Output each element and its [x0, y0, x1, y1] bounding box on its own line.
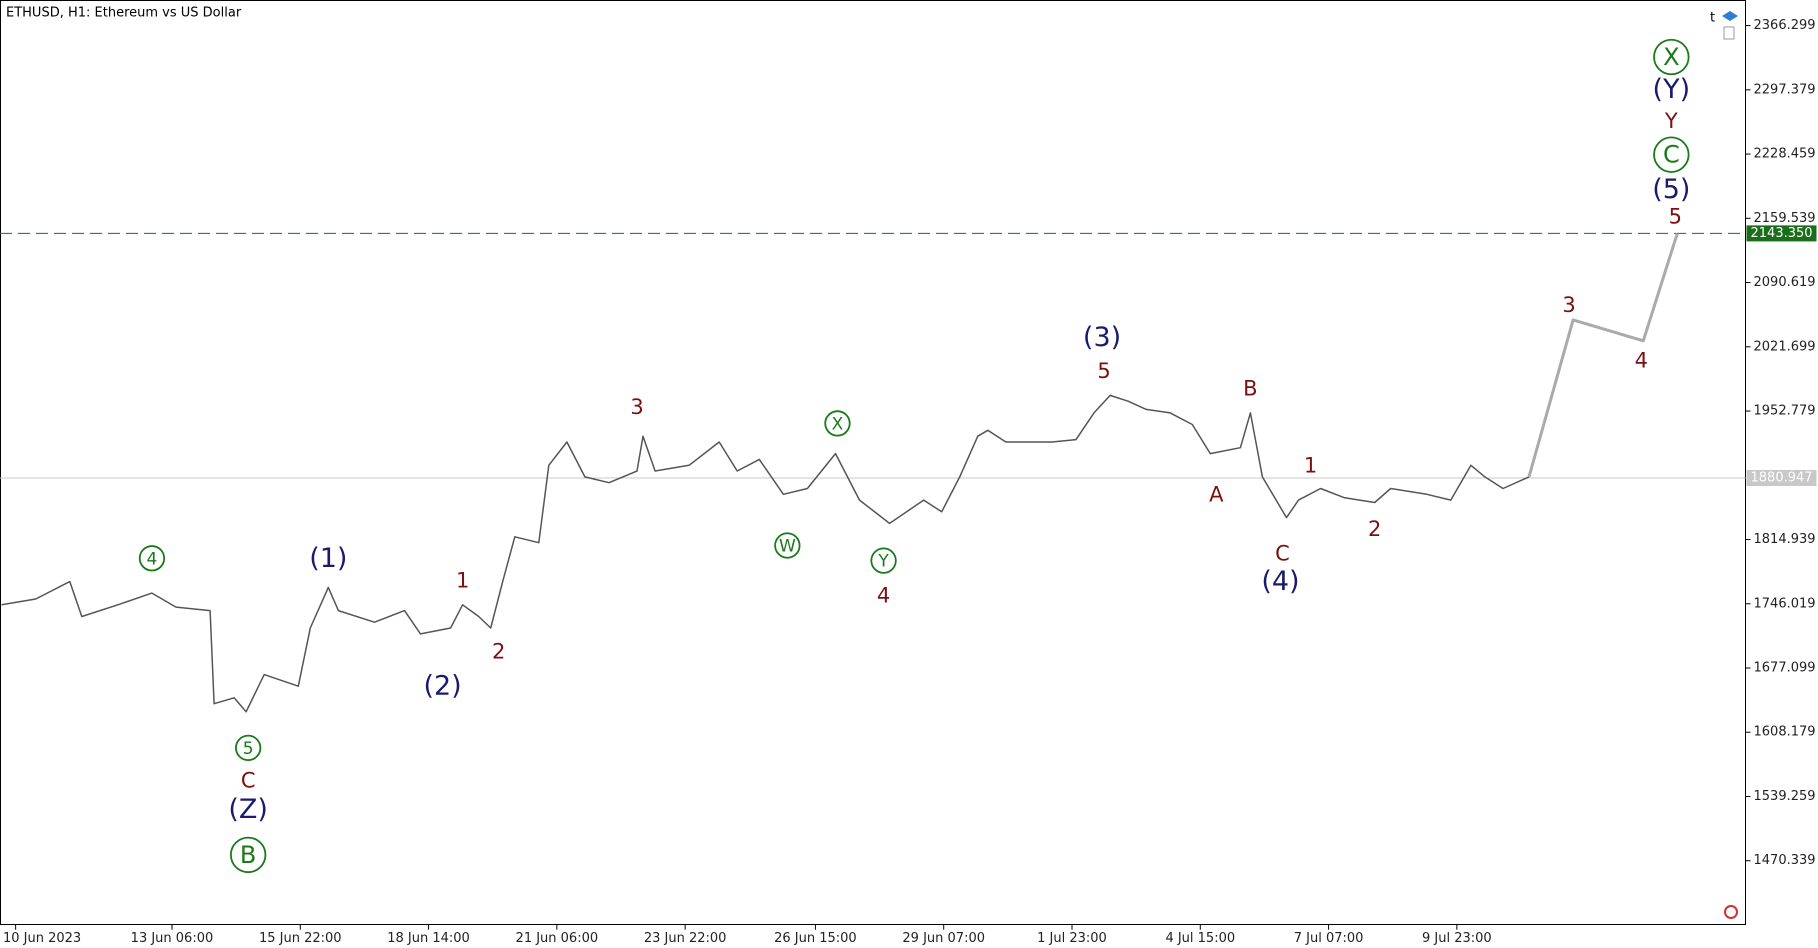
wave-circle — [229, 836, 267, 874]
wave-label: 1 — [1304, 453, 1317, 477]
x-tick-label: 18 Jun 14:00 — [387, 931, 470, 946]
wave-label: W — [779, 537, 796, 557]
y-tick-label: 2021.699 — [1754, 339, 1816, 354]
wave-circle — [870, 547, 897, 574]
wave-label: 5 — [1097, 359, 1110, 383]
wave-circle — [824, 410, 851, 437]
y-tick-label: 2159.539 — [1754, 211, 1816, 226]
wave-label: 4 — [877, 583, 890, 607]
wave-label: 4 — [1635, 349, 1648, 373]
wave-label: (5) — [1652, 174, 1690, 205]
wave-label: A — [1209, 482, 1224, 506]
wave-label: 3 — [1562, 293, 1575, 317]
plot-frame — [0, 0, 1746, 925]
wave-label: C — [1275, 542, 1290, 566]
wave-circle — [1653, 38, 1690, 76]
wave-label: X — [832, 414, 844, 434]
y-tick-label: 2366.299 — [1754, 18, 1816, 33]
x-tick-label: 29 Jun 07:00 — [902, 931, 985, 946]
y-tick-label: 2228.459 — [1754, 147, 1816, 162]
wave-label: Y — [1664, 109, 1678, 133]
wave-label: 5 — [243, 739, 254, 759]
wave-label: 4 — [147, 549, 158, 569]
wave-label: 1 — [456, 568, 469, 592]
x-tick-label: 4 Jul 15:00 — [1165, 931, 1235, 946]
wave-label: 2 — [492, 639, 505, 663]
x-tick-label: 15 Jun 22:00 — [259, 931, 342, 946]
wave-label: (3) — [1083, 322, 1121, 353]
x-tick-label: 7 Jul 07:00 — [1294, 931, 1364, 946]
y-tick-label: 2090.619 — [1754, 275, 1816, 290]
x-tick-label: 26 Jun 15:00 — [774, 931, 857, 946]
chart-title: ETHUSD, H1: Ethereum vs US Dollar — [6, 6, 242, 21]
y-tick-label: 1952.779 — [1754, 404, 1816, 419]
tool-icon[interactable]: t — [1710, 11, 1715, 26]
status-icon — [1724, 905, 1738, 919]
wave-label: (1) — [309, 543, 347, 574]
wave-label: B — [240, 841, 256, 869]
y-tick-label: 1539.259 — [1754, 789, 1816, 804]
wave-label: C — [241, 768, 256, 792]
wave-circle — [774, 532, 801, 559]
wave-label: Y — [877, 552, 889, 572]
x-tick-label: 21 Jun 06:00 — [516, 931, 599, 946]
current-price-box — [1746, 469, 1817, 486]
wave-label: (Y) — [1653, 74, 1691, 105]
target-box — [1746, 225, 1817, 242]
y-tick-label: 1608.179 — [1754, 725, 1816, 740]
wave-label: 3 — [630, 395, 643, 419]
wave-label: 2 — [1368, 517, 1381, 541]
x-tick-label: 9 Jul 23:00 — [1422, 931, 1492, 946]
y-tick-label: 2297.379 — [1754, 82, 1816, 97]
current-price-label: 1880.947 — [1751, 470, 1813, 485]
wave-circle — [138, 545, 166, 572]
y-tick-label: 1470.339 — [1754, 853, 1816, 868]
forecast-line — [1527, 232, 1679, 478]
x-tick-label: 10 Jun 2023 — [3, 931, 81, 946]
wave-circle — [1653, 136, 1690, 173]
doc-icon[interactable] — [1723, 26, 1735, 40]
x-tick-label: 1 Jul 23:00 — [1037, 931, 1107, 946]
wave-label: (4) — [1261, 566, 1299, 597]
wave-label: (Z) — [228, 794, 268, 825]
y-tick-label: 1814.939 — [1754, 532, 1816, 547]
hat-icon[interactable] — [1722, 11, 1738, 21]
wave-circle — [235, 734, 262, 762]
wave-label: (2) — [423, 671, 461, 702]
x-tick-label: 13 Jun 06:00 — [131, 931, 214, 946]
wave-label: B — [1243, 376, 1257, 400]
wave-label: C — [1663, 141, 1680, 169]
y-tick-label: 1677.099 — [1754, 660, 1816, 675]
target-label: 2143.350 — [1751, 226, 1813, 241]
y-tick-label: 1746.019 — [1754, 596, 1816, 611]
wave-label: 5 — [1669, 204, 1682, 228]
price-line — [1, 394, 1530, 713]
x-tick-label: 23 Jun 22:00 — [644, 931, 727, 946]
wave-label: X — [1663, 43, 1679, 71]
